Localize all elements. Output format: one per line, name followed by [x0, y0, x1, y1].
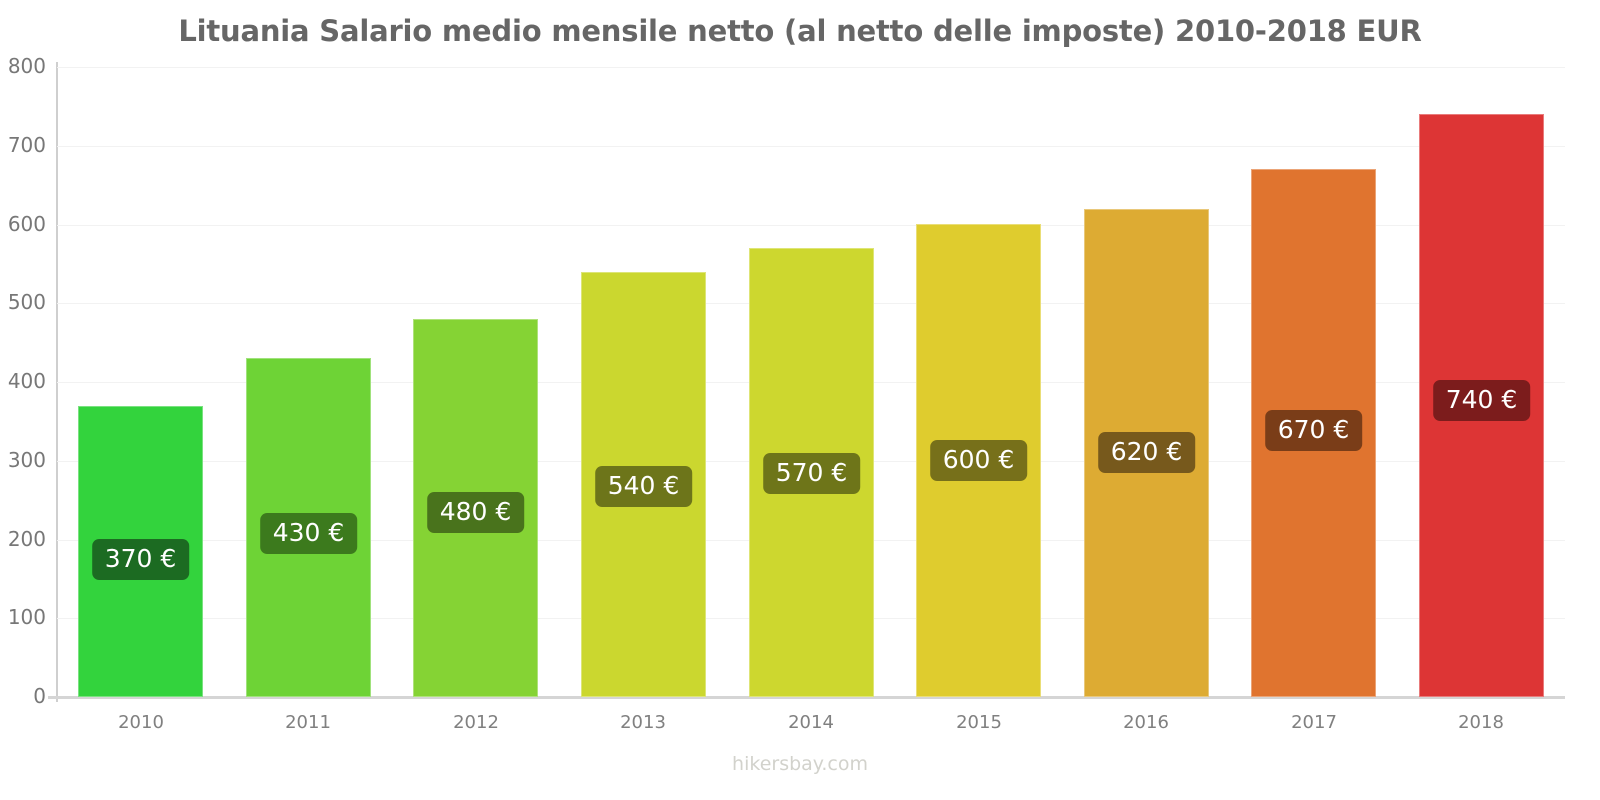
x-axis-tick-label: 2012 — [453, 712, 499, 733]
x-axis-tick-label: 2017 — [1291, 712, 1337, 733]
bar[interactable]: 370 € — [78, 406, 203, 697]
x-axis-tick-label: 2011 — [285, 712, 331, 733]
bar[interactable]: 570 € — [749, 248, 874, 697]
x-axis-tick-label: 2015 — [956, 712, 1002, 733]
x-axis-tick-label: 2013 — [620, 712, 666, 733]
y-axis-tick-label: 800 — [7, 54, 46, 78]
y-axis-tick-label: 600 — [7, 212, 46, 236]
bar[interactable]: 480 € — [413, 319, 538, 697]
bar[interactable]: 540 € — [581, 272, 706, 697]
bar-value-label: 600 € — [929, 440, 1028, 481]
y-axis-tick-label: 0 — [33, 684, 46, 708]
bar-value-label: 740 € — [1432, 380, 1531, 421]
x-axis-tick-label: 2010 — [118, 712, 164, 733]
x-axis-line — [48, 696, 1565, 699]
x-axis-tick-label: 2018 — [1458, 712, 1504, 733]
bar-value-label: 620 € — [1097, 432, 1196, 473]
gridline — [57, 146, 1565, 147]
gridline — [57, 67, 1565, 68]
bar-value-label: 370 € — [91, 539, 190, 580]
bar[interactable]: 740 € — [1419, 114, 1544, 697]
gridline — [57, 225, 1565, 226]
bar-value-label: 430 € — [259, 513, 358, 554]
bar-value-label: 540 € — [594, 466, 693, 507]
bar[interactable]: 430 € — [246, 358, 371, 697]
bar[interactable]: 670 € — [1251, 169, 1376, 697]
bar-value-label: 570 € — [762, 453, 861, 494]
y-axis-tick-label: 300 — [7, 448, 46, 472]
bar-value-label: 480 € — [426, 492, 525, 533]
x-axis-tick-label: 2014 — [788, 712, 834, 733]
bar-value-label: 670 € — [1264, 410, 1363, 451]
bar[interactable]: 620 € — [1084, 209, 1209, 697]
plot-area: 370 € 430 € 480 € 540 € 570 € 600 € 620 € 670 €… — [57, 67, 1565, 697]
y-axis-tick-label: 700 — [7, 133, 46, 157]
chart-title: Lituania Salario medio mensile netto (al… — [178, 14, 1422, 48]
source-watermark: hikersbay.com — [732, 753, 868, 775]
y-axis-tick-label: 100 — [7, 605, 46, 629]
y-axis-tick-label: 500 — [7, 290, 46, 314]
x-axis-tick-label: 2016 — [1123, 712, 1169, 733]
bar[interactable]: 600 € — [916, 224, 1041, 697]
y-axis-tick-label: 200 — [7, 527, 46, 551]
y-axis-tick-label: 400 — [7, 369, 46, 393]
